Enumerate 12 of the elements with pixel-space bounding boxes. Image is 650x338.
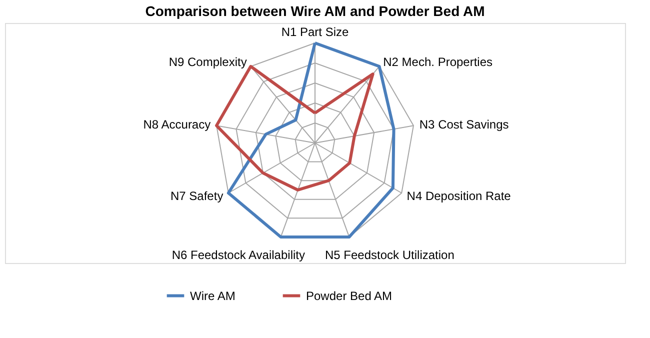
spoke-label: N9 Complexity: [168, 54, 247, 69]
legend-label: Wire AM: [190, 288, 236, 303]
chart-title: Comparison between Wire AM and Powder Bed AM: [145, 3, 485, 19]
spoke-label: N5 Feedstock Utilization: [325, 248, 454, 262]
spoke-label: N4 Deposition Rate: [406, 189, 512, 203]
spoke-label: N2 Mech. Properties: [383, 54, 493, 69]
legend-label: Powder Bed AM: [306, 288, 392, 303]
spoke-label: N6 Feedstock Availability: [172, 248, 305, 262]
spoke-label: N3 Cost Savings: [419, 118, 509, 132]
spoke-label: N7 Safety: [170, 189, 224, 203]
spoke-label: N1 Part Size: [281, 25, 350, 39]
spoke-label: N8 Accuracy: [143, 118, 211, 132]
